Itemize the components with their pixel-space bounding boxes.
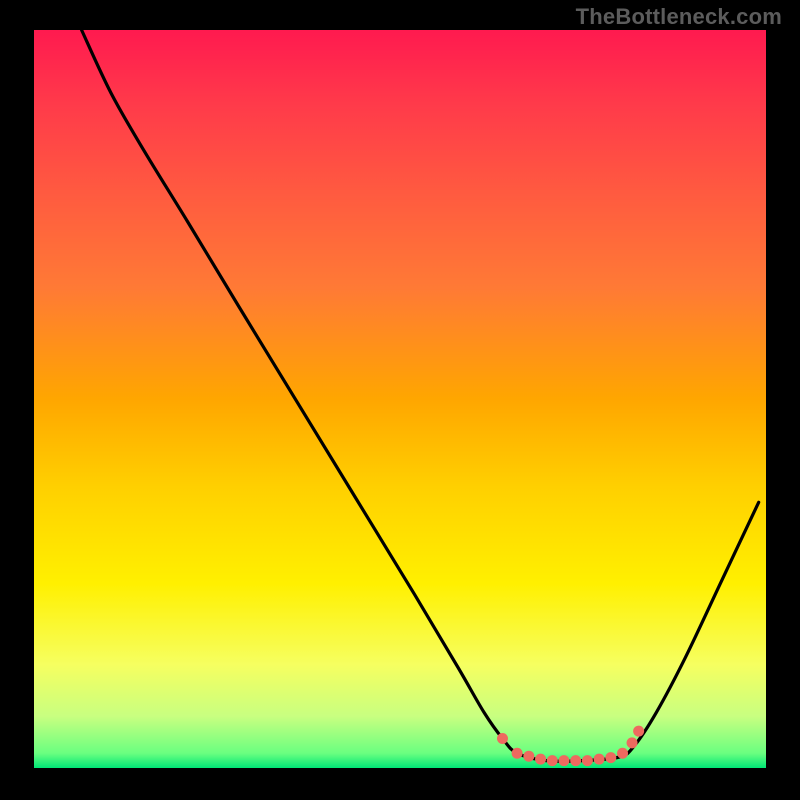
marker-dot (512, 748, 523, 759)
marker-dot (535, 754, 546, 765)
marker-dot (594, 754, 605, 765)
marker-dot (523, 751, 534, 762)
marker-dot (617, 748, 628, 759)
marker-dot (547, 755, 558, 766)
marker-dot (627, 737, 638, 748)
gradient-background (34, 30, 766, 768)
marker-dot (558, 755, 569, 766)
marker-dot (605, 752, 616, 763)
marker-dot (497, 733, 508, 744)
marker-dot (582, 755, 593, 766)
marker-dot (633, 726, 644, 737)
bottleneck-chart-svg (0, 0, 800, 800)
marker-dot (570, 755, 581, 766)
chart-container: TheBottleneck.com (0, 0, 800, 800)
